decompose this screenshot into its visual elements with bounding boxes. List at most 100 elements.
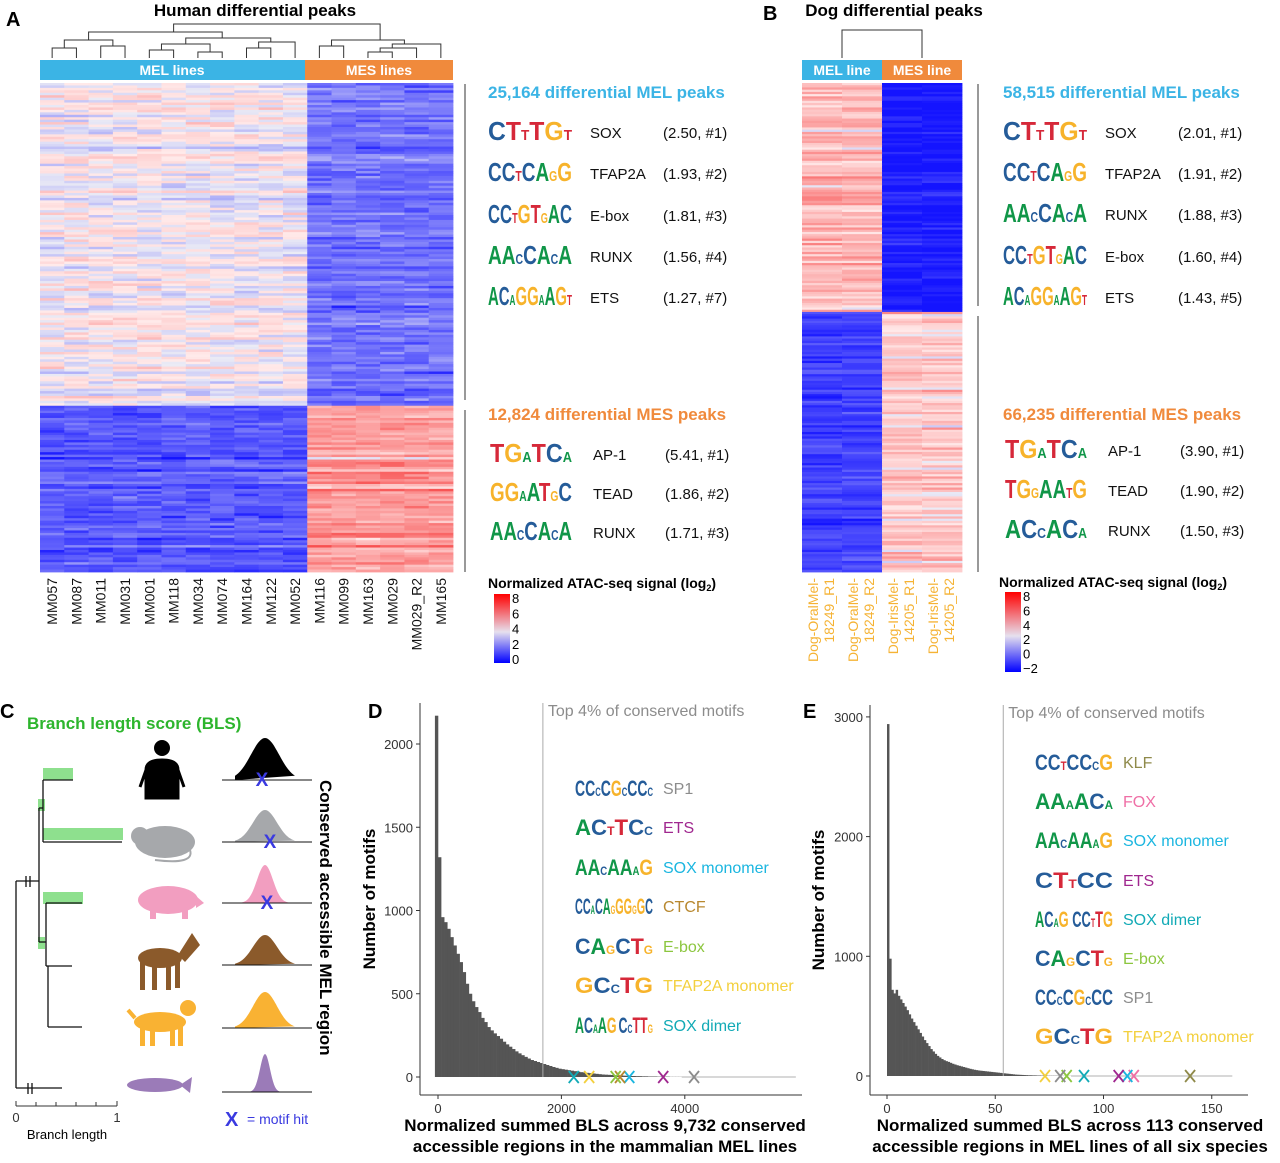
heatmap-cell xyxy=(234,499,259,502)
heatmap-cell xyxy=(882,207,922,210)
logo-letter: T xyxy=(521,128,530,144)
heatmap-cell xyxy=(137,169,162,172)
panel-a-label: A xyxy=(6,9,20,31)
heatmap-cell xyxy=(89,430,114,433)
heatmap-cell xyxy=(429,460,454,463)
heatmap-cell xyxy=(283,506,308,509)
heatmap-cell xyxy=(186,205,211,208)
heatmap-cell xyxy=(234,350,259,353)
heatmap-cell xyxy=(186,266,211,269)
heatmap-cell xyxy=(210,252,235,255)
heatmap-cell xyxy=(882,445,922,448)
heatmap-cell xyxy=(186,428,211,431)
heatmap-cell xyxy=(89,88,114,91)
heatmap-cell xyxy=(259,271,284,274)
heatmap-cell xyxy=(89,491,114,494)
heatmap-cell xyxy=(40,103,65,106)
histogram-bar xyxy=(497,1036,500,1077)
heatmap-cell xyxy=(332,389,357,392)
heatmap-cell xyxy=(40,279,65,282)
heatmap-cell xyxy=(380,288,405,291)
heatmap-cell xyxy=(332,247,357,250)
logo-letter: T xyxy=(1005,434,1019,464)
heatmap-cell xyxy=(210,442,235,445)
heatmap-cell xyxy=(380,310,405,313)
heatmap-cell xyxy=(113,403,138,406)
heatmap-cell xyxy=(137,139,162,142)
heatmap-cell xyxy=(259,396,284,399)
heatmap-cell xyxy=(332,516,357,519)
heatmap-cell xyxy=(404,232,429,235)
heatmap-cell xyxy=(64,401,89,404)
heatmap-cell xyxy=(404,552,429,555)
heatmap-cell xyxy=(161,425,186,428)
heatmap-cell xyxy=(283,484,308,487)
heatmap-cell xyxy=(380,257,405,260)
heatmap-cell xyxy=(234,511,259,514)
heatmap-cell xyxy=(113,261,138,264)
heatmap-cell xyxy=(332,127,357,130)
heatmap-cell xyxy=(137,508,162,511)
heatmap-cell xyxy=(234,274,259,277)
heatmap-cell xyxy=(404,381,429,384)
heatmap-cell xyxy=(307,513,332,516)
heatmap-cell xyxy=(64,362,89,365)
histogram-bar xyxy=(974,1070,976,1076)
heatmap-cell xyxy=(210,345,235,348)
heatmap-cell xyxy=(161,313,186,316)
heatmap-cell xyxy=(186,171,211,174)
heatmap-cell xyxy=(186,166,211,169)
heatmap-cell xyxy=(161,193,186,196)
heatmap-cell xyxy=(404,391,429,394)
heatmap-cell xyxy=(89,303,114,306)
heatmap-cell xyxy=(429,313,454,316)
heatmap-cell xyxy=(113,308,138,311)
logo-letter: C xyxy=(575,894,583,919)
heatmap-cell xyxy=(137,171,162,174)
heatmap-cell xyxy=(40,232,65,235)
logo-letter: T xyxy=(539,477,551,507)
heatmap-cell xyxy=(64,543,89,546)
panel-label: D xyxy=(368,701,382,723)
heatmap-cell xyxy=(332,381,357,384)
heatmap-cell xyxy=(404,494,429,497)
heatmap-cell xyxy=(882,485,922,488)
heatmap-cell xyxy=(40,347,65,350)
fish-icon xyxy=(127,1077,192,1093)
heatmap-cell xyxy=(307,269,332,272)
heatmap-cell xyxy=(356,269,381,272)
motif-name: TEAD xyxy=(1108,483,1148,500)
heatmap-cell xyxy=(137,357,162,360)
heatmap-cell xyxy=(186,220,211,223)
heatmap-cell xyxy=(113,430,138,433)
heatmap-cell xyxy=(259,550,284,553)
heatmap-cell xyxy=(64,367,89,370)
mouse-icon xyxy=(131,826,195,861)
heatmap-cell xyxy=(161,462,186,465)
heatmap-cell xyxy=(404,112,429,115)
histogram-bar xyxy=(939,1057,941,1076)
heatmap-cell xyxy=(137,213,162,216)
heatmap-cell xyxy=(137,271,162,274)
heatmap-cell xyxy=(332,279,357,282)
heatmap-cell xyxy=(161,379,186,382)
heatmap-cell xyxy=(210,570,235,573)
heatmap-cell xyxy=(429,164,454,167)
heatmap-cell xyxy=(89,535,114,538)
heatmap-cell xyxy=(40,286,65,289)
heatmap-cell xyxy=(404,452,429,455)
heatmap-cell xyxy=(356,538,381,541)
heatmap-cell xyxy=(186,303,211,306)
histogram-bar xyxy=(917,1029,919,1076)
heatmap-cell xyxy=(429,337,454,340)
heatmap-cell xyxy=(137,318,162,321)
heatmap-cell xyxy=(259,442,284,445)
heatmap-cell xyxy=(161,117,186,120)
heatmap-cell xyxy=(161,129,186,132)
branch-length-axis xyxy=(16,1101,117,1106)
heatmap-cell xyxy=(40,357,65,360)
heatmap-cell xyxy=(332,306,357,309)
heatmap-cell xyxy=(113,523,138,526)
heatmap-cell xyxy=(137,425,162,428)
